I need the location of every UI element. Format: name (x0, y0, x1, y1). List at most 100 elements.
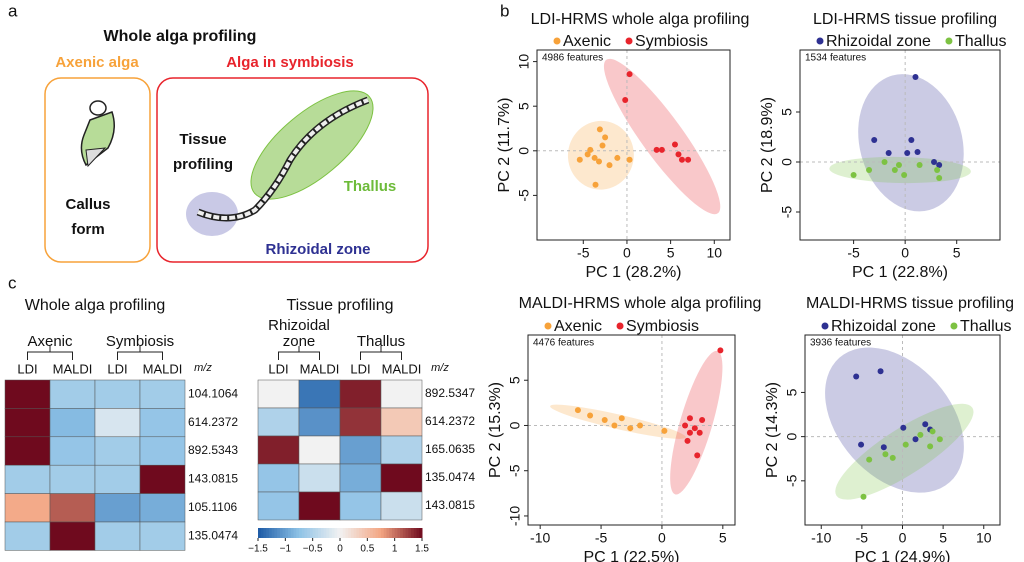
heatmap-title: Whole alga profiling (25, 297, 166, 314)
heatmap-cell (257, 379, 300, 409)
point (904, 150, 911, 156)
row-label: 165.0635 (425, 442, 475, 456)
x-tick-label: 0 (658, 530, 666, 546)
row-axis-label: m/z (194, 362, 212, 374)
heatmap-cell (4, 436, 51, 466)
colorbar-segment (315, 528, 319, 538)
point (916, 162, 923, 168)
point (596, 158, 603, 165)
group-label: Axenic (27, 333, 73, 350)
heatmap-cell (94, 464, 141, 494)
y-tick-label: 5 (779, 108, 795, 116)
row-label: 105.1106 (188, 500, 237, 514)
group-bracket (117, 346, 163, 360)
point (599, 142, 606, 149)
point (661, 427, 668, 434)
y-tick-label: 0 (516, 147, 532, 155)
colorbar-segment (353, 528, 357, 538)
panel-label: c (8, 273, 17, 292)
colorbar-segment (361, 528, 366, 538)
colorbar-segment (296, 528, 300, 538)
point (885, 150, 892, 156)
heatmap-cell (94, 521, 141, 551)
legend-marker (950, 322, 958, 330)
point (853, 373, 860, 380)
colorbar-segment (320, 528, 325, 538)
y-tick-label: 5 (784, 388, 800, 396)
y-tick-label: -5 (784, 474, 800, 487)
colorbar-segment (263, 528, 267, 538)
point (922, 421, 929, 428)
point (601, 417, 608, 424)
colorbar-segment (378, 528, 382, 538)
heatmap-cell (257, 463, 300, 493)
colorbar-segment (318, 528, 322, 538)
panel-label: a (8, 1, 18, 20)
point (908, 137, 915, 143)
point (912, 436, 919, 443)
colorbar-segment (266, 528, 270, 538)
heatmap-cell (339, 435, 382, 465)
thallus-area (250, 90, 374, 200)
heatmap-cell (257, 491, 300, 521)
axenic-title: Axenic alga (55, 54, 139, 71)
colorbar-segment (402, 528, 407, 538)
point (576, 156, 583, 163)
x-tick-label: 0 (623, 245, 631, 261)
annotation: 3936 features (810, 338, 871, 349)
legend-marker (553, 37, 561, 45)
colorbar-segment (391, 528, 396, 538)
point (936, 175, 943, 181)
row-label: 135.0474 (425, 470, 475, 484)
legend-label: Thallus (955, 33, 1007, 50)
colorbar-segment (312, 528, 316, 538)
x-tick-label: -10 (811, 530, 831, 546)
colorbar-label: −1.5 (248, 544, 268, 555)
point (882, 451, 889, 458)
heatmap-title: Tissue profiling (286, 297, 393, 314)
heatmap-cell (339, 463, 382, 493)
point (866, 456, 873, 463)
confidence-ellipse (670, 350, 723, 495)
colorbar-segment (419, 528, 423, 538)
colorbar-label: 1.5 (415, 544, 429, 555)
colorbar-segment (268, 528, 273, 538)
colorbar-segment (260, 528, 264, 538)
row-label: 143.0815 (425, 498, 475, 512)
group-label: Thallus (357, 333, 405, 350)
colorbar-segment (340, 528, 344, 538)
point (587, 412, 594, 419)
column-label: LDI (17, 361, 37, 376)
chart-title: LDI-HRMS whole alga profiling (531, 11, 750, 28)
colorbar-label: −1 (280, 544, 292, 555)
colorbar-segment (416, 528, 420, 538)
heatmap-cell (139, 464, 186, 494)
group-label: Rhizoidal (268, 317, 330, 334)
point (686, 415, 693, 422)
legend-marker (816, 37, 824, 45)
heatmap-cell (49, 464, 96, 494)
y-tick-label: -5 (516, 189, 532, 202)
colorbar-segment (323, 528, 327, 538)
y-tick-label: 0 (779, 158, 795, 166)
x-tick-label: 0 (901, 245, 909, 261)
colorbar-segment (383, 528, 387, 538)
confidence-ellipse (825, 347, 964, 493)
point (850, 172, 857, 178)
point (684, 437, 691, 444)
heatmap-cell (4, 464, 51, 494)
filament-inner (197, 98, 369, 220)
colorbar-segment (285, 528, 289, 538)
point (914, 149, 921, 155)
plot-frame (536, 49, 731, 241)
heatmap-cell (139, 493, 186, 523)
x-tick-label: 10 (706, 245, 722, 261)
point (912, 74, 919, 80)
heatmap-cell (257, 407, 300, 437)
point (929, 428, 936, 435)
colorbar-segment (356, 528, 360, 538)
point (671, 141, 678, 148)
y-tick-label: 5 (507, 376, 523, 384)
chart-title: MALDI-HRMS tissue profiling (806, 295, 1014, 312)
point (685, 156, 692, 163)
